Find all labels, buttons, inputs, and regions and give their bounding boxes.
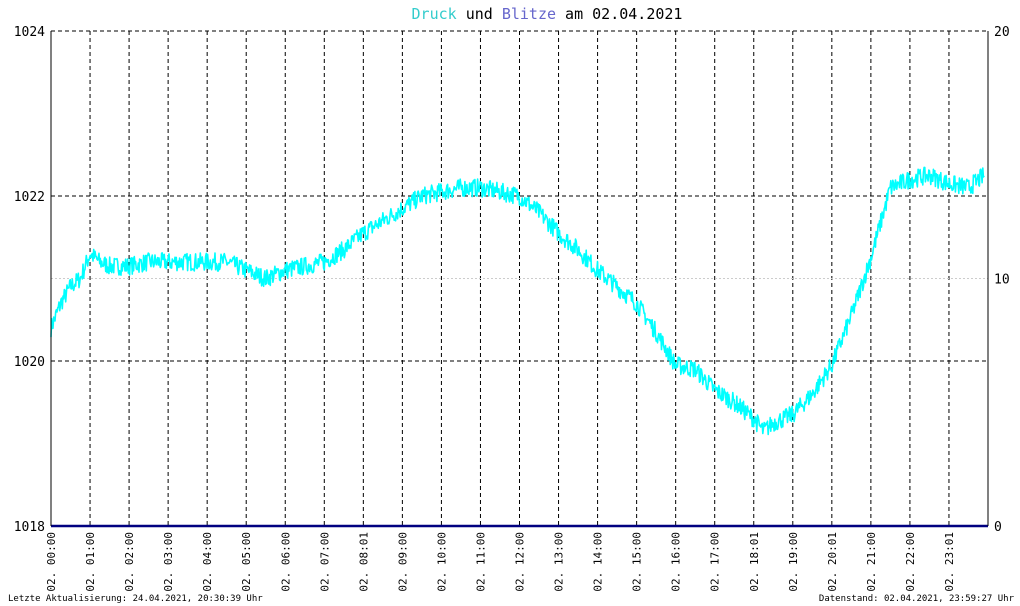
y-right-tick-label: 0 <box>994 520 1002 535</box>
title-blitze: Blitze <box>502 5 556 23</box>
x-tick-label: 02. 08:01 <box>357 532 370 592</box>
last-update-text: Letzte Aktualisierung: 24.04.2021, 20:30… <box>8 594 263 604</box>
x-tick-label: 02. 00:00 <box>45 532 58 592</box>
plot-area <box>50 166 988 528</box>
x-tick-label: 02. 22:00 <box>904 532 917 592</box>
x-tick-label: 02. 09:00 <box>396 532 409 592</box>
y-left-tick-label: 1018 <box>14 520 45 535</box>
title-date: am 02.04.2021 <box>556 5 682 23</box>
x-axis-ticks: 02. 00:00 02. 01:00 02. 02:00 02. 03:00 02. … <box>45 532 956 592</box>
data-status-text: Datenstand: 02.04.2021, 23:59:27 Uhr <box>819 594 1015 604</box>
x-tick-label: 02. 20:01 <box>826 532 839 592</box>
title-und: und <box>457 5 502 23</box>
x-tick-label: 02. 14:00 <box>592 532 605 592</box>
right-axis-ticks: 0 10 20 <box>994 25 1010 535</box>
x-tick-label: 02. 17:00 <box>709 532 722 592</box>
x-tick-label: 02. 12:00 <box>514 532 527 592</box>
grid-lines <box>51 30 988 526</box>
x-tick-label: 02. 19:00 <box>787 532 800 592</box>
y-right-tick-label: 20 <box>994 25 1010 40</box>
x-tick-label: 02. 23:01 <box>943 532 956 592</box>
x-tick-label: 02. 07:00 <box>318 532 331 592</box>
x-tick-label: 02. 05:00 <box>240 532 253 592</box>
x-tick-label: 02. 06:00 <box>279 532 292 592</box>
x-tick-label: 02. 10:00 <box>435 532 448 592</box>
axes <box>50 31 989 526</box>
x-tick-label: 02. 01:00 <box>84 532 97 592</box>
y-right-tick-label: 10 <box>994 273 1010 288</box>
x-tick-label: 02. 16:00 <box>670 532 683 592</box>
chart-title: Druck und Blitze am 02.04.2021 <box>412 5 683 23</box>
x-tick-label: 02. 02:00 <box>123 532 136 592</box>
x-tick-label: 02. 18:01 <box>748 532 761 592</box>
x-tick-label: 02. 13:00 <box>553 532 566 592</box>
y-left-tick-label: 1024 <box>14 25 45 40</box>
series-druck-line <box>50 166 985 436</box>
left-axis-ticks: 1018 1020 1022 1024 <box>14 25 45 535</box>
y-left-tick-label: 1022 <box>14 190 45 205</box>
x-tick-label: 02. 03:00 <box>162 532 175 592</box>
x-tick-label: 02. 21:00 <box>865 532 878 592</box>
y-left-tick-label: 1020 <box>14 355 45 370</box>
x-tick-label: 02. 15:00 <box>631 532 644 592</box>
title-druck: Druck <box>412 5 457 23</box>
x-tick-label: 02. 04:00 <box>201 532 214 592</box>
x-tick-label: 02. 11:00 <box>474 532 487 592</box>
